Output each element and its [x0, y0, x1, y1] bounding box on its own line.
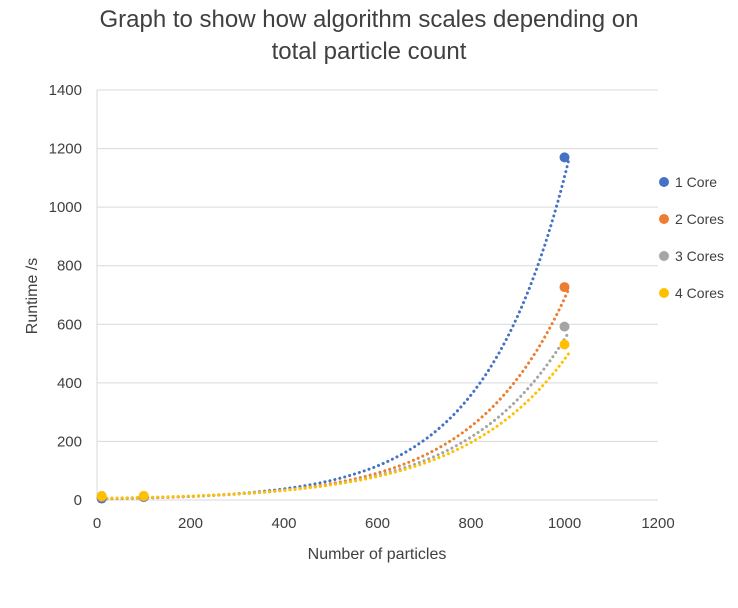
trendlines — [100, 156, 571, 501]
y-tick-label: 1400 — [49, 82, 82, 99]
data-point — [138, 490, 149, 501]
legend-label: 3 Cores — [675, 248, 724, 264]
data-point — [559, 282, 570, 293]
trendline-2-cores — [100, 286, 571, 501]
trendline-4-cores — [100, 351, 571, 500]
y-tick-label: 0 — [74, 492, 82, 509]
data-points — [96, 152, 570, 504]
gridlines — [96, 89, 658, 501]
x-tick-label: 800 — [458, 515, 483, 532]
y-tick-label: 1200 — [49, 141, 82, 158]
legend-marker — [659, 251, 669, 261]
legend: 1 Core 2 Cores 3 Cores 4 Cores — [659, 174, 724, 301]
data-point — [559, 339, 570, 350]
data-point — [96, 490, 107, 501]
data-point — [559, 152, 570, 163]
x-tick-label: 600 — [365, 515, 390, 532]
legend-marker — [659, 177, 669, 187]
y-tick-label: 400 — [57, 375, 82, 392]
y-tick-label: 600 — [57, 316, 82, 333]
legend-marker — [659, 214, 669, 224]
legend-label: 2 Cores — [675, 211, 724, 227]
y-tick-label: 800 — [57, 258, 82, 275]
y-axis-ticks: 0 200 400 600 800 1000 1200 1400 — [49, 82, 82, 509]
x-tick-label: 400 — [271, 515, 296, 532]
y-tick-label: 200 — [57, 433, 82, 450]
x-tick-label: 1000 — [548, 515, 581, 532]
legend-marker — [659, 288, 669, 298]
x-tick-label: 1200 — [641, 515, 674, 532]
chart-title-line-2: total particle count — [271, 38, 467, 65]
x-tick-label: 0 — [93, 515, 101, 532]
y-axis-label: Runtime /s — [24, 258, 41, 334]
x-tick-label: 200 — [178, 515, 203, 532]
chart-title-line-1: Graph to show how algorithm scales depen… — [99, 6, 639, 33]
trendline-3-cores — [100, 329, 571, 500]
x-axis-ticks: 0 200 400 600 800 1000 1200 — [93, 515, 675, 532]
x-axis-label: Number of particles — [308, 546, 447, 563]
legend-label: 1 Core — [675, 174, 717, 190]
data-point — [559, 321, 570, 332]
trendline-1-core — [100, 156, 571, 501]
legend-label: 4 Cores — [675, 285, 724, 301]
y-tick-label: 1000 — [49, 199, 82, 216]
